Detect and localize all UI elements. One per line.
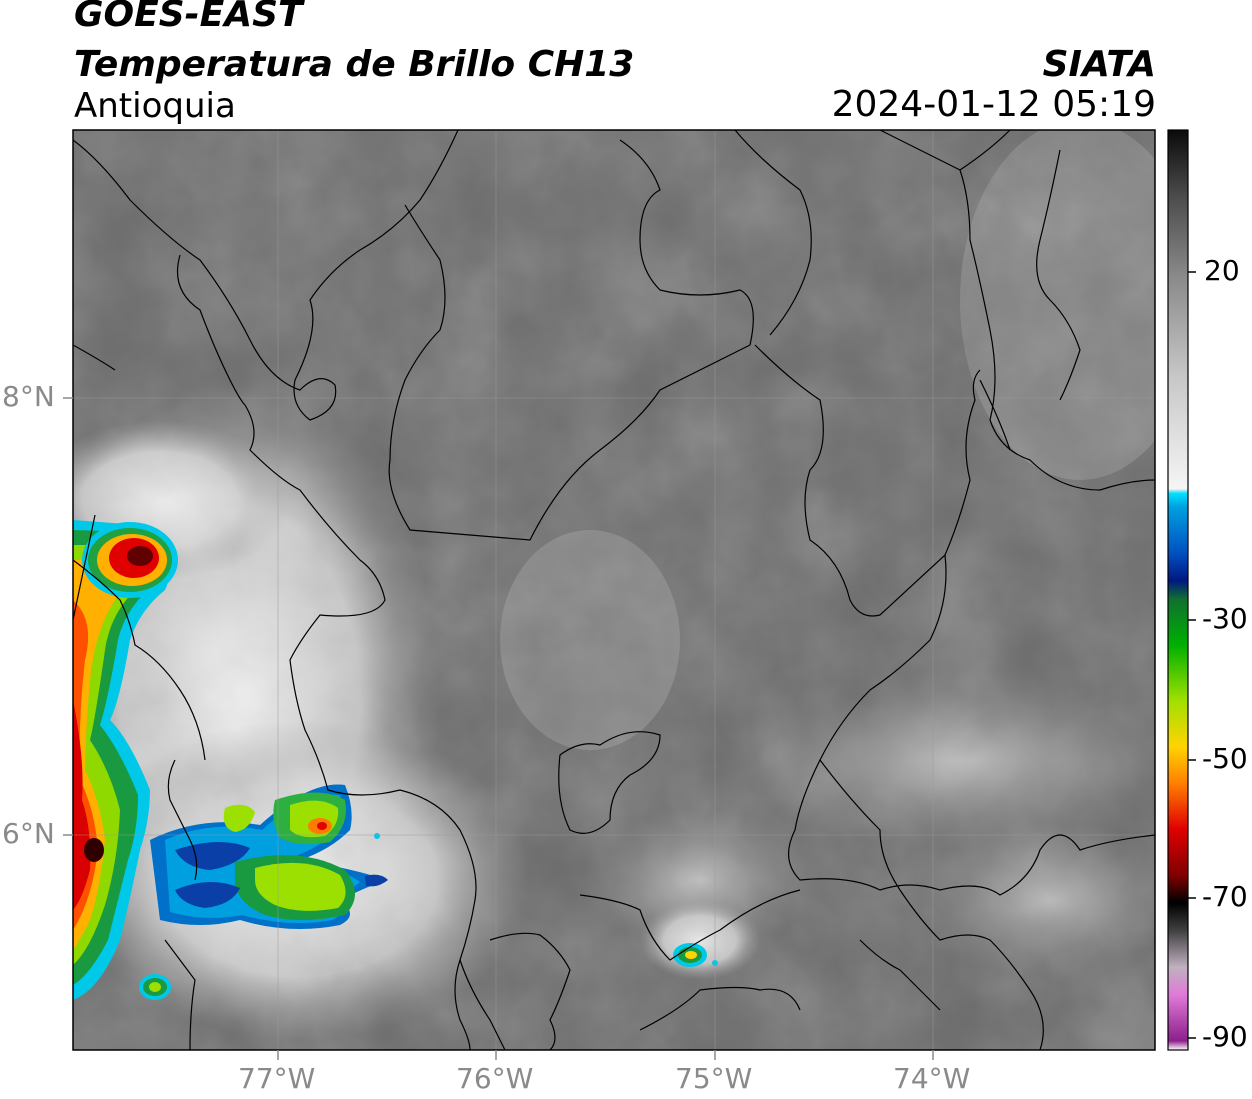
lat-label-6n: 6°N [2,817,55,850]
product-title: Temperatura de Brillo CH13 [74,44,635,85]
datetime-label: 2024-01-12 05:19 [831,84,1156,125]
satellite-title: GOES-EAST [74,0,303,35]
region-subtitle: Antioquia [74,86,236,126]
convective-cells [73,520,178,1000]
lon-label-75w: 75°W [675,1062,753,1095]
lat-label-8n: 8°N [2,380,55,413]
colorbar [1167,129,1189,1051]
administrative-boundaries [73,130,1155,1050]
colorbar-label-m30: -30 [1202,602,1248,635]
map-frame [72,129,1156,1051]
colorbar-label-m90: -90 [1202,1020,1248,1053]
colorbar-label-20: 20 [1204,254,1240,287]
axis-ticks [63,397,934,1060]
colorbar-label-m50: -50 [1202,742,1248,775]
lon-label-76w: 76°W [456,1062,534,1095]
organization-label: SIATA [1042,44,1156,85]
map-imagery [73,130,1155,1050]
colorbar-label-m70: -70 [1202,880,1248,913]
lon-label-74w: 74°W [893,1062,971,1095]
cold-cloud-band [139,784,718,1000]
lon-label-77w: 77°W [238,1062,316,1095]
colorbar-ticks [1188,271,1196,1039]
